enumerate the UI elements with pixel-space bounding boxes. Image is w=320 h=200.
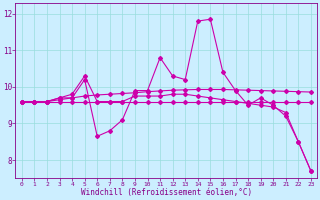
X-axis label: Windchill (Refroidissement éolien,°C): Windchill (Refroidissement éolien,°C): [81, 188, 252, 197]
